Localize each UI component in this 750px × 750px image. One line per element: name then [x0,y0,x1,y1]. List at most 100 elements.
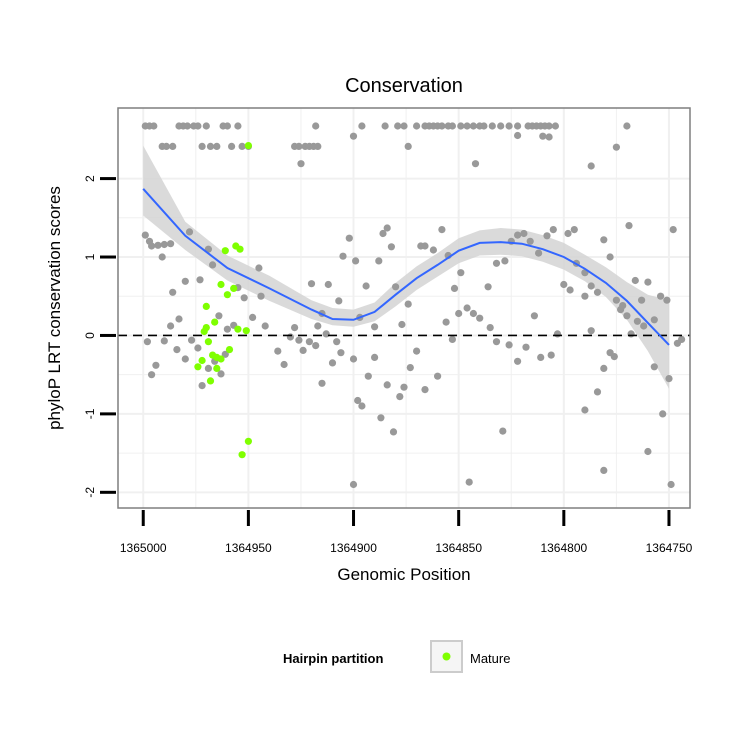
data-point [492,338,501,346]
mature-data-point [221,247,229,255]
data-point [148,371,156,379]
data-point [522,343,530,351]
data-point [383,224,391,232]
data-point [581,292,589,300]
data-point [448,335,456,343]
data-point [339,252,347,260]
data-point [520,229,528,238]
data-point [181,277,189,285]
data-point [286,333,294,341]
data-point [463,304,471,312]
data-point [314,322,322,330]
x-tick-label: 1364750 [646,541,693,555]
data-point [638,296,646,304]
data-point [307,280,316,288]
data-point [202,122,210,130]
data-point [448,122,456,130]
data-point [352,257,360,265]
data-point [274,347,282,355]
data-point [141,231,149,239]
data-point [535,249,543,257]
data-point [413,122,421,130]
data-point [160,337,168,345]
data-point [204,364,212,372]
data-point [206,142,215,150]
panel-border [117,107,691,509]
x-axis: 1365000 1364950 1364900 1364850 1364800 13647… [120,510,693,555]
data-point [678,335,686,343]
data-point [566,286,574,294]
data-point [480,122,488,130]
data-point [587,162,595,170]
data-point [371,353,379,361]
data-point [434,372,442,380]
data-point [335,297,343,305]
panel-background [118,108,690,508]
data-point [261,322,269,330]
data-point [514,357,522,365]
data-point [148,242,156,250]
y-axis-title: phyloP LRT conservation scores [45,186,64,430]
data-point [612,143,621,151]
data-point [257,292,265,300]
data-point [530,312,539,320]
data-point [328,359,337,367]
data-point [396,393,404,401]
data-point [175,315,183,323]
data-point [560,280,568,289]
data-point [150,122,158,130]
mature-data-point [232,242,240,250]
data-point [154,241,162,249]
mature-data-point [213,364,221,372]
data-point [537,353,545,361]
data-point [215,312,223,320]
data-point [196,276,204,284]
data-point [185,228,194,236]
data-point [455,309,463,318]
x-tick-label: 1364900 [330,541,377,555]
data-point [421,386,429,394]
mature-data-point [206,377,215,385]
data-point [188,336,196,344]
data-point [623,122,631,130]
x-tick-label: 1364800 [540,541,587,555]
data-point [295,336,303,344]
data-point [442,318,450,326]
data-point [358,402,366,410]
data-point [564,229,572,238]
data-point [514,122,522,130]
data-point [364,372,372,380]
data-point [547,351,555,359]
data-point [421,242,429,250]
data-point [152,361,160,369]
data-point [280,360,288,369]
data-point [143,338,151,346]
data-point [488,122,496,130]
mature-points [194,142,252,459]
data-point [392,283,400,291]
data-point [570,226,578,234]
data-point [349,132,358,140]
data-point [633,317,642,325]
data-point [457,122,465,130]
x-tick-label: 1364950 [225,541,272,555]
data-point [600,364,608,372]
data-point [240,294,248,302]
data-point [600,466,608,474]
data-point [438,122,446,130]
data-point [659,410,667,418]
data-point [349,355,358,363]
data-point [663,296,671,304]
data-point [501,257,509,265]
data-point [600,236,608,244]
data-point [450,284,459,292]
data-point [612,296,621,304]
data-point [553,330,562,338]
data-point [379,229,387,238]
data-point [499,427,507,435]
mature-data-point [234,325,242,333]
mature-data-point [198,356,206,365]
data-point [234,122,242,130]
mature-data-point [225,346,234,354]
data-point [469,122,477,130]
